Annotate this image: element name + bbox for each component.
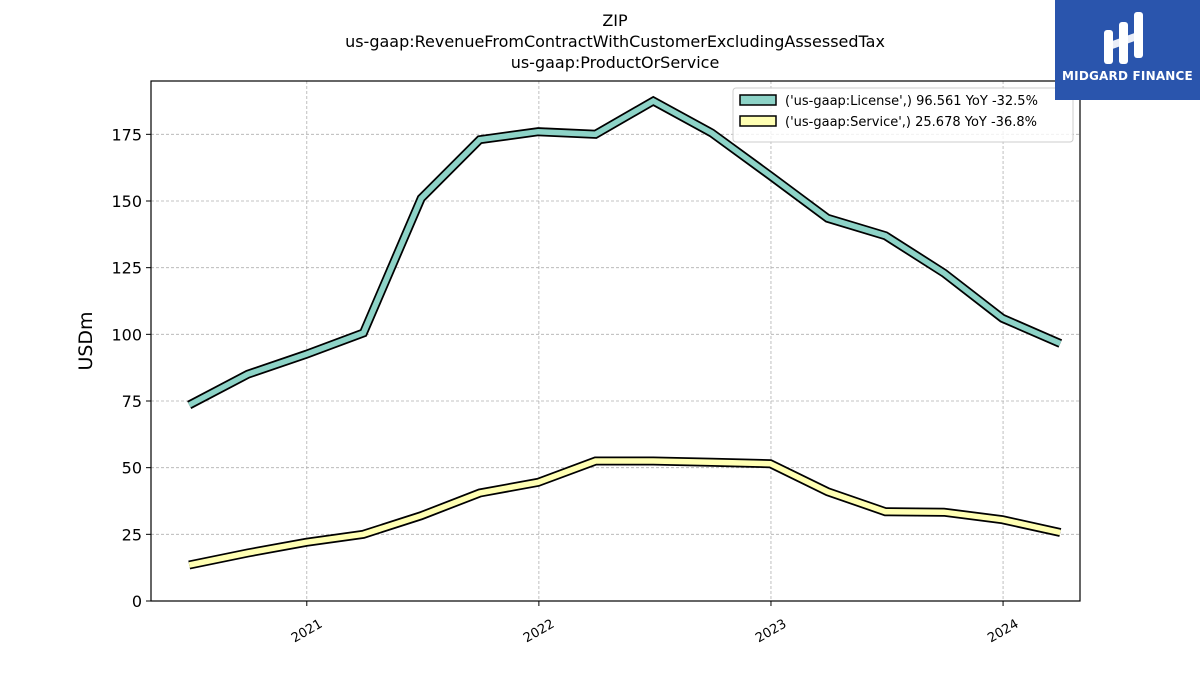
legend-box bbox=[732, 87, 1074, 143]
x-tick-label: 2022 bbox=[521, 617, 557, 647]
logo-text: MIDGARD FINANCE bbox=[1062, 69, 1193, 83]
legend-label: ('us-gaap:Service',) 25.678 YoY -36.8% bbox=[785, 115, 1037, 130]
legend: ('us-gaap:License',) 96.561 YoY -32.5% ('… bbox=[732, 87, 1074, 143]
y-tick-label: 0 bbox=[132, 592, 142, 611]
y-tick-label: 50 bbox=[122, 459, 142, 478]
y-axis-ticks: 0 25 50 75 100 125 150 175 bbox=[111, 125, 151, 611]
chart-title: ZIP us-gaap:RevenueFromContractWithCustom… bbox=[345, 11, 885, 72]
series-line-outline bbox=[187, 95, 1063, 409]
chart-title-line: us-gaap:RevenueFromContractWithCustomerE… bbox=[345, 32, 885, 51]
plot-frame bbox=[150, 80, 1081, 602]
series-2 bbox=[188, 456, 1062, 570]
chart-title-line: ZIP bbox=[602, 11, 628, 30]
y-axis-label: USDm bbox=[75, 311, 97, 370]
y-tick-label: 75 bbox=[122, 392, 142, 411]
y-tick-label: 150 bbox=[111, 192, 142, 211]
y-tick-label: 175 bbox=[111, 125, 142, 144]
series-lines bbox=[187, 95, 1063, 570]
series-line bbox=[188, 458, 1061, 568]
y-tick-label: 100 bbox=[111, 325, 142, 344]
x-tick-label: 2024 bbox=[985, 617, 1021, 647]
y-tick-label: 25 bbox=[122, 525, 142, 544]
series-1 bbox=[187, 95, 1063, 409]
chart-title-line: us-gaap:ProductOrService bbox=[511, 53, 720, 72]
brand-logo: MIDGARD FINANCE bbox=[1055, 0, 1200, 100]
x-axis-ticks: 2021 2022 2023 2024 bbox=[289, 601, 1021, 646]
legend-swatch bbox=[739, 115, 777, 127]
y-tick-label: 125 bbox=[111, 259, 142, 278]
x-tick-label: 2023 bbox=[753, 617, 789, 647]
x-tick-label: 2021 bbox=[289, 617, 325, 647]
series-line bbox=[187, 97, 1062, 408]
legend-label: ('us-gaap:License',) 96.561 YoY -32.5% bbox=[785, 94, 1038, 109]
midgard-logo-icon bbox=[1104, 12, 1143, 64]
legend-swatch bbox=[739, 94, 777, 106]
gridlines bbox=[151, 81, 1080, 602]
